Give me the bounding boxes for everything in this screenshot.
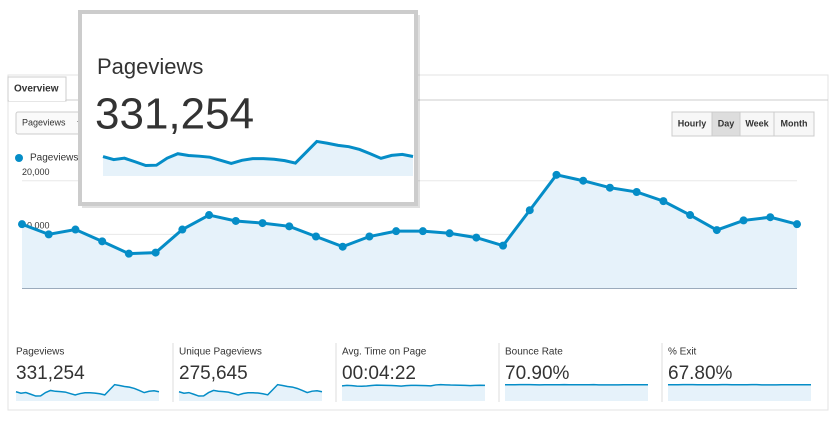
data-point <box>446 229 454 237</box>
data-point <box>125 250 133 258</box>
data-point <box>552 171 560 179</box>
metric-value: 275,645 <box>179 363 248 384</box>
data-point <box>526 206 534 214</box>
data-point <box>71 226 79 234</box>
granularity-label[interactable]: Day <box>718 118 735 128</box>
data-point <box>365 233 373 241</box>
data-point <box>419 227 427 235</box>
data-point <box>18 220 26 228</box>
data-point <box>339 243 347 251</box>
data-point <box>740 216 748 224</box>
sparkline-area <box>668 385 811 401</box>
metric-label: Bounce Rate <box>505 347 563 358</box>
granularity-label[interactable]: Week <box>745 118 769 128</box>
data-point <box>98 237 106 245</box>
metric-value: 00:04:22 <box>342 363 416 384</box>
data-point <box>232 217 240 225</box>
data-point <box>152 249 160 257</box>
metric-value: 331,254 <box>16 363 85 384</box>
data-point <box>499 242 507 250</box>
data-point <box>579 177 587 185</box>
data-point <box>633 188 641 196</box>
data-point <box>686 211 694 219</box>
callout-value: 331,254 <box>95 90 254 139</box>
metric-label: Unique Pageviews <box>179 347 262 358</box>
tab-label[interactable]: Overview <box>14 84 59 95</box>
y-tick-label: 20,000 <box>22 167 50 177</box>
granularity-label[interactable]: Month <box>781 118 808 128</box>
dropdown-label[interactable]: Pageviews <box>22 117 66 127</box>
legend-dot <box>15 154 23 162</box>
data-point <box>45 230 53 238</box>
data-point <box>793 220 801 228</box>
data-point <box>766 213 774 221</box>
legend-label: Pageviews <box>30 153 78 164</box>
metric-label: Pageviews <box>16 347 64 358</box>
sparkline-area <box>342 385 485 401</box>
metric-label: Avg. Time on Page <box>342 347 427 358</box>
callout-label: Pageviews <box>97 54 203 79</box>
data-point <box>606 184 614 192</box>
data-point <box>472 234 480 242</box>
data-point <box>312 233 320 241</box>
data-point <box>285 222 293 230</box>
data-point <box>178 226 186 234</box>
data-point <box>205 211 213 219</box>
metric-value: 67.80% <box>668 363 733 384</box>
data-point <box>259 219 267 227</box>
metric-value: 70.90% <box>505 363 570 384</box>
metric-label: % Exit <box>668 347 697 358</box>
data-point <box>659 197 667 205</box>
granularity-label[interactable]: Hourly <box>678 118 707 128</box>
sparkline-area <box>505 385 648 401</box>
data-point <box>713 226 721 234</box>
data-point <box>392 227 400 235</box>
